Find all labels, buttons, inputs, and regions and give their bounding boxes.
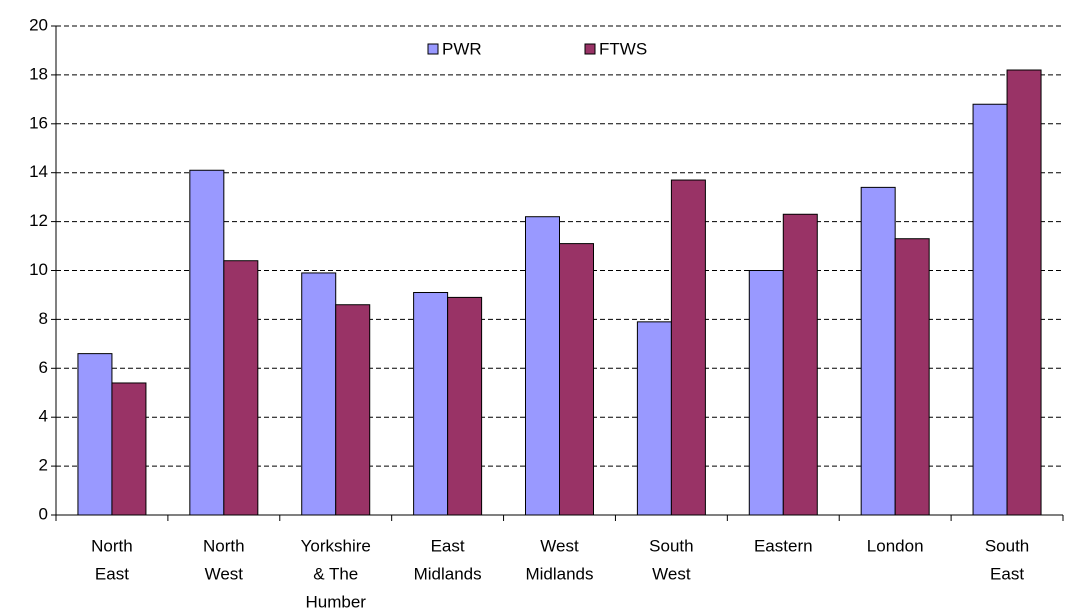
x-tick-label: West: [540, 536, 579, 555]
legend-swatch: [584, 43, 596, 55]
bar: [972, 103, 1008, 516]
y-tick-label: 0: [39, 504, 48, 523]
bar: [413, 292, 449, 516]
bar: [670, 179, 706, 516]
x-tick-label: London: [867, 536, 924, 555]
bar: [301, 272, 337, 516]
y-tick-label: 20: [29, 15, 48, 34]
legend-swatch: [427, 43, 439, 55]
bar: [447, 296, 483, 516]
y-tick-label: 10: [29, 260, 48, 279]
bar: [748, 270, 784, 516]
x-tick-label: Humber: [305, 592, 366, 610]
bar: [111, 382, 147, 516]
x-tick-label: East: [95, 564, 129, 583]
bar: [335, 304, 371, 516]
legend-label: PWR: [442, 39, 482, 58]
bar: [77, 353, 113, 516]
y-tick-label: 16: [29, 113, 48, 132]
bar: [559, 243, 594, 516]
y-tick-label: 2: [39, 456, 48, 475]
y-tick-label: 18: [29, 64, 48, 83]
bar: [525, 216, 560, 516]
x-tick-label: North: [91, 536, 133, 555]
x-tick-label: Eastern: [754, 536, 813, 555]
y-tick-label: 6: [39, 358, 48, 377]
x-tick-label: West: [652, 564, 691, 583]
x-tick-label: South: [985, 536, 1029, 555]
x-tick-label: & The: [313, 564, 358, 583]
x-tick-label: West: [205, 564, 244, 583]
x-tick-label: Midlands: [525, 564, 593, 583]
bar: [223, 260, 259, 516]
x-tick-label: East: [990, 564, 1024, 583]
bar: [860, 186, 896, 516]
bar: [636, 321, 672, 516]
y-tick-label: 4: [39, 407, 48, 426]
y-tick-label: 12: [29, 211, 48, 230]
x-tick-label: South: [649, 536, 693, 555]
bar: [1006, 69, 1042, 516]
x-tick-label: North: [203, 536, 245, 555]
legend-label: FTWS: [599, 39, 647, 58]
bar: [782, 213, 818, 516]
x-tick-label: Midlands: [414, 564, 482, 583]
bar: [894, 238, 930, 516]
x-tick-label: East: [431, 536, 465, 555]
y-tick-label: 8: [39, 309, 48, 328]
x-tick-label: Yorkshire: [301, 536, 371, 555]
y-tick-label: 14: [29, 162, 48, 181]
bar: [189, 169, 225, 516]
